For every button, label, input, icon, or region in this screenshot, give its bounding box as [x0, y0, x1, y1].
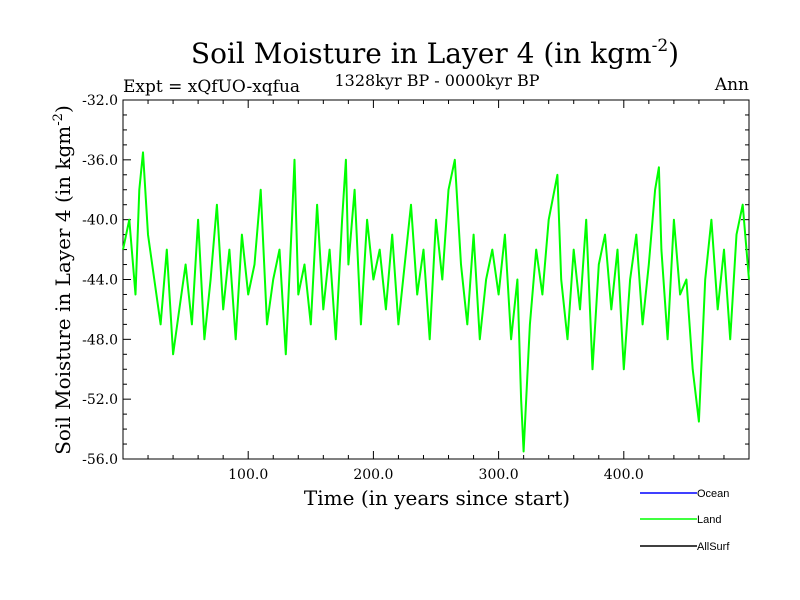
legend: Ocean Land AllSurf [640, 488, 730, 553]
x-tick-label: 200.0 [353, 467, 393, 483]
subtitle-center: 1328kyr BP - 0000kyr BP [335, 71, 540, 90]
y-axis-label-main: Soil Moisture in Layer 4 (in kgm [51, 126, 75, 455]
y-tick-label: -32.0 [82, 93, 118, 109]
x-tick-label: 300.0 [479, 467, 519, 483]
x-tick-label: 400.0 [604, 467, 644, 483]
y-axis-label-sup: -2 [51, 113, 66, 126]
y-tick-label: -40.0 [82, 213, 118, 229]
legend-label: AllSurf [697, 541, 730, 553]
chart-title-sup: -2 [652, 36, 669, 56]
y-axis-label-close: ) [51, 105, 75, 113]
series-line-land [122, 151, 750, 453]
y-tick-label: -52.0 [82, 392, 118, 408]
subtitle-right: Ann [714, 75, 749, 95]
x-axis-label: Time (in years since start) [304, 486, 570, 510]
y-tick-label: -56.0 [82, 452, 118, 468]
chart-title: Soil Moisture in Layer 4 (in kgm-2) [191, 36, 679, 70]
y-tick-label: -44.0 [82, 273, 118, 289]
x-tick-label: 100.0 [228, 467, 268, 483]
plot-frame [122, 99, 750, 460]
x-axis: 100.0 200.0 300.0 400.0 [147, 100, 725, 483]
y-axis-label: Soil Moisture in Layer 4 (in kgm-2) [51, 105, 75, 455]
legend-label: Land [697, 514, 721, 526]
y-axis: -32.0 -36.0 -40.0 -44.0 -48.0 -52.0 -56.0 [82, 93, 749, 468]
subtitle-left: Expt = xQfUO-xqfua [123, 77, 300, 97]
y-tick-label: -36.0 [82, 153, 118, 169]
chart-title-main: Soil Moisture in Layer 4 (in kgm [191, 37, 652, 70]
series-layer [122, 151, 750, 453]
y-tick-label: -48.0 [82, 332, 118, 348]
chart-title-close: ) [668, 37, 679, 70]
legend-label: Ocean [697, 488, 729, 500]
